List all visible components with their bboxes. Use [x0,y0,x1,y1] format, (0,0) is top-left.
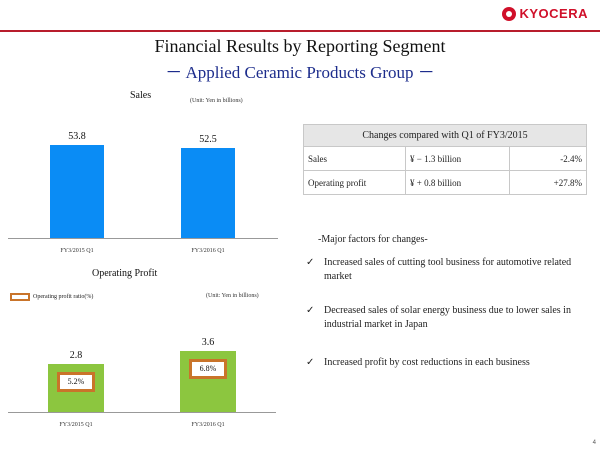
factor-text: Decreased sales of solar energy business… [324,305,571,330]
changes-table: Changes compared with Q1 of FY3/2015 Sal… [303,124,587,195]
factors-title: -Major factors for changes- [318,234,428,245]
row-label: Operating profit [303,170,406,195]
page-title: Financial Results by Reporting Segment [154,36,446,56]
logo-text: KYOCERA [519,6,588,21]
op-unit: (Unit: Yen in billions) [206,293,259,299]
legend-swatch [10,293,30,301]
legend-text: Operating profit ratio(%) [33,294,94,300]
row-amount: ¥ − 1.3 billion [405,146,510,171]
check-icon: ✓ [306,357,315,368]
profit-ratio-box-1: 6.8% [189,358,227,379]
x-axis [8,412,276,413]
row-pct: +27.8% [509,170,587,195]
bar-0 [50,145,104,238]
factor-text: Increased sales of cutting tool business… [324,257,572,282]
header-rule [0,30,600,32]
x-tick-label-0: FY3/2015 Q1 [60,248,94,254]
kyocera-logo-icon [502,6,517,21]
data-label-1: 52.5 [199,133,217,145]
changes-header-row: Changes compared with Q1 of FY3/2015 [303,124,587,147]
check-icon: ✓ [306,257,315,268]
data-label-0: 53.8 [68,131,86,143]
bar-1 [181,147,235,238]
page-number: 4 [592,440,596,446]
factor-item: ✓ Decreased sales of solar energy busine… [306,304,596,332]
row-pct: -2.4% [509,146,587,171]
x-tick-label-0: FY3/2015 Q1 [59,422,93,428]
operating-profit-label: Operating Profit [92,268,158,279]
page-subtitle: － Applied Ceramic Products Group － [165,63,435,82]
data-label-1: 3.6 [201,336,215,348]
table-row: Sales ¥ − 1.3 billion -2.4% [303,146,587,171]
factor-item: ✓ Increased profit by cost reductions in… [306,356,596,370]
factor-text: Increased profit by cost reductions in e… [324,357,530,368]
changes-header: Changes compared with Q1 of FY3/2015 [303,124,587,147]
check-icon: ✓ [306,305,315,316]
table-row: Operating profit ¥ + 0.8 billion +27.8% [303,170,587,195]
row-label: Sales [303,146,406,171]
x-tick-label-1: FY3/2016 Q1 [191,422,225,428]
data-label-0: 2.8 [69,350,83,362]
row-amount: ¥ + 0.8 billion [405,170,510,195]
kyocera-logo: KYOCERA [502,6,588,21]
sales-unit: (Unit: Yen in billions) [190,98,243,104]
sales-label: Sales [130,90,152,101]
x-axis [8,238,278,239]
factor-item: ✓ Increased sales of cutting tool busine… [306,256,596,284]
profit-ratio-box-0: 5.2% [57,372,95,393]
header-bar: KYOCERA [0,0,600,32]
x-tick-label-1: FY3/2016 Q1 [191,248,225,254]
op-ratio-legend: Operating profit ratio(%) [10,293,93,301]
